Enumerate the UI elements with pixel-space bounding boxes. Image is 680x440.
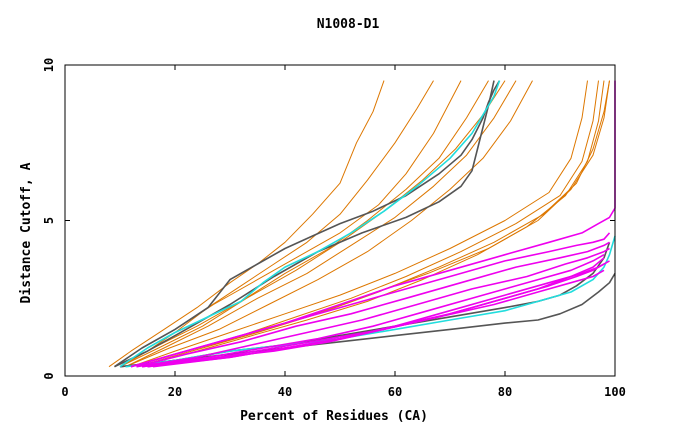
series-line-magenta-1 [130, 80, 616, 368]
series-line-orange-10 [136, 80, 605, 368]
x-axis-label: Percent of Residues (CA) [240, 409, 428, 424]
series-line-magenta-2 [130, 232, 611, 368]
series-line-orange-6 [125, 80, 517, 368]
x-tick-label: 40 [278, 385, 292, 399]
y-tick-label: 0 [42, 372, 56, 379]
x-tick-label: 100 [604, 385, 626, 399]
y-ticks: 0 5 10 [42, 58, 615, 380]
series-line-gray-4 [119, 242, 611, 368]
y-tick-label: 5 [42, 217, 56, 224]
series-line-magenta-4 [136, 247, 610, 368]
series-line-cyan-1 [119, 80, 501, 368]
y-axis-label: Distance Cutoff, A [19, 162, 34, 303]
series-line-orange-4 [119, 80, 489, 368]
series-group [108, 80, 616, 368]
series-line-orange-12 [136, 80, 610, 368]
series-line-magenta-6 [147, 260, 610, 368]
series-line-orange-11 [130, 80, 610, 368]
y-tick-label: 10 [42, 58, 56, 72]
x-tick-label: 0 [61, 385, 68, 399]
series-line-orange-1 [108, 80, 385, 368]
series-line-orange-7 [125, 80, 533, 368]
series-line-magenta-9 [147, 257, 605, 368]
series-line-magenta-3 [136, 241, 610, 368]
chart-title: N1008-D1 [317, 17, 380, 32]
x-tick-label: 60 [388, 385, 402, 399]
x-tick-label: 20 [168, 385, 182, 399]
x-ticks: 0 20 40 60 80 100 [61, 65, 626, 399]
series-line-gray-1 [114, 80, 501, 368]
series-line-orange-5 [119, 80, 506, 368]
series-line-cyan-2 [125, 235, 616, 368]
series-line-magenta-5 [141, 254, 605, 368]
x-tick-label: 80 [498, 385, 512, 399]
series-line-orange-8 [130, 80, 588, 368]
